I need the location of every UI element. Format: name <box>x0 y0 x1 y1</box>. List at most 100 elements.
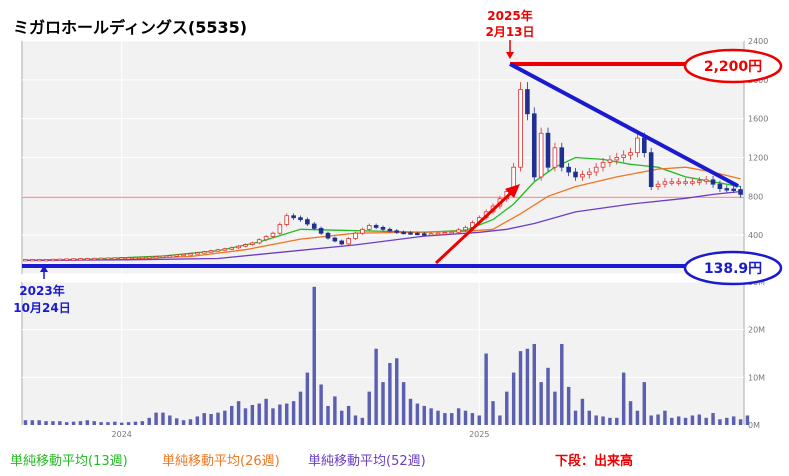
volume-bar <box>429 408 433 425</box>
volume-bar <box>608 417 612 425</box>
candle-body <box>270 232 276 237</box>
candle-body <box>655 183 661 188</box>
candle-body <box>23 259 28 262</box>
candle-body <box>717 183 723 189</box>
low-price-ellipse <box>683 250 783 286</box>
volume-bar <box>99 422 103 425</box>
candle-body <box>298 217 303 221</box>
volume-axis-ticks: 0M10M20M30M <box>748 278 765 430</box>
candle-body <box>559 147 565 168</box>
volume-bar <box>470 413 475 425</box>
volume-bar <box>731 416 736 425</box>
volume-bar <box>697 414 702 425</box>
candle-body <box>208 250 214 253</box>
volume-bar <box>92 421 96 425</box>
volume-bar <box>113 421 117 425</box>
candle-body <box>600 161 606 168</box>
volume-bars <box>23 286 750 425</box>
candle-body <box>387 228 393 232</box>
high-price-label: 2,200円 <box>704 59 762 75</box>
volume-bar <box>133 421 138 425</box>
price-tick-label: 1200 <box>748 154 768 163</box>
candle-body <box>408 232 413 235</box>
volume-tick-label: 20M <box>748 326 765 335</box>
volume-bar <box>216 412 220 425</box>
candle-body <box>662 181 668 185</box>
volume-bar <box>601 416 605 425</box>
volume-bar <box>628 401 633 425</box>
candle-body <box>133 256 138 260</box>
volume-bar <box>106 422 110 425</box>
volume-bar <box>649 415 653 425</box>
candle-body <box>415 232 420 236</box>
candle-body <box>318 227 324 234</box>
volume-bar <box>573 410 578 425</box>
trend-up-arrow <box>434 190 514 265</box>
volume-bar <box>30 420 35 425</box>
candle-body <box>394 230 400 233</box>
legend-ma26: 単純移動平均(26週) <box>162 453 280 469</box>
volume-bar <box>291 401 296 425</box>
volume-bar <box>285 403 289 425</box>
volume-bar <box>174 418 179 425</box>
low-date-day: 10月24日 <box>13 301 70 315</box>
volume-bar <box>415 403 420 425</box>
x-axis-ticks: 2024 2025 <box>112 41 489 439</box>
volume-bar <box>422 405 426 425</box>
candle-body <box>428 233 434 236</box>
high-date-day: 2月13日 <box>485 25 534 39</box>
volume-bar <box>305 372 310 425</box>
volume-bar <box>58 421 62 425</box>
candle-body <box>112 257 118 260</box>
candle-body <box>30 259 35 262</box>
volume-bar <box>642 382 647 425</box>
high-arrow-head <box>506 52 514 59</box>
x-tick-label: 2025 <box>469 430 489 439</box>
candle-body <box>566 166 571 173</box>
volume-bar <box>264 398 268 425</box>
candle-body <box>648 152 654 188</box>
price-tick-label: 400 <box>748 231 763 240</box>
volume-bar <box>511 372 516 425</box>
candle-body <box>697 180 702 183</box>
volume-bar <box>23 420 28 425</box>
volume-bar <box>580 398 585 425</box>
volume-bar <box>663 410 667 425</box>
candle-body <box>215 249 221 252</box>
volume-bar <box>188 419 193 425</box>
volume-bar <box>202 413 206 425</box>
ma-line-26 <box>25 166 741 262</box>
volume-bar <box>154 412 158 425</box>
candle-body <box>456 229 461 233</box>
candle-body <box>36 259 42 262</box>
candle-body <box>71 258 76 261</box>
volume-bar <box>718 419 722 425</box>
candle-body <box>263 236 269 241</box>
volume-bar <box>745 415 750 425</box>
candle-body <box>621 154 626 158</box>
volume-bar <box>395 358 399 425</box>
volume-bar <box>615 417 619 425</box>
volume-bar <box>78 421 83 425</box>
candle-body <box>531 113 537 178</box>
volume-bar <box>656 414 660 425</box>
volume-bar <box>525 348 530 425</box>
x-tick-label: 2024 <box>112 430 132 439</box>
volume-bar <box>484 353 488 425</box>
volume-bar <box>683 417 688 425</box>
candle-body <box>105 257 111 260</box>
candle-body <box>635 137 640 154</box>
candle-body <box>325 232 331 239</box>
candle-body <box>236 245 241 249</box>
candle-body <box>181 253 186 257</box>
legend-ma52: 単純移動平均(52週) <box>308 453 426 469</box>
candle-body <box>305 219 310 225</box>
volume-bar <box>257 403 261 425</box>
candle-body <box>449 231 455 235</box>
volume-bar <box>450 413 454 425</box>
volume-bar <box>340 410 344 425</box>
candle-body <box>593 166 599 173</box>
candle-body <box>518 89 523 168</box>
volume-bar <box>168 415 172 425</box>
